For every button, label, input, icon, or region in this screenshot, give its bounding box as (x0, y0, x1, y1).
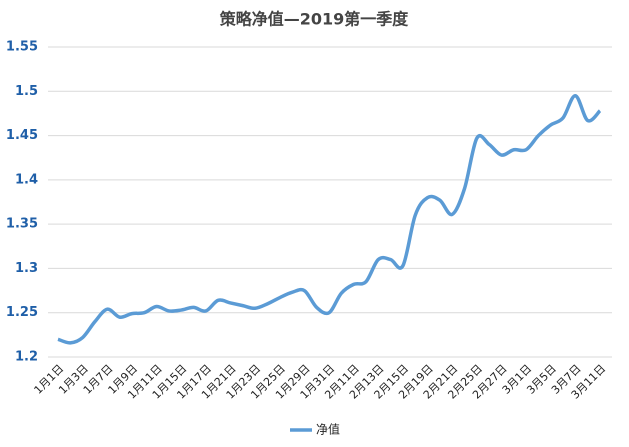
y-tick-label: 1.4 (15, 172, 38, 187)
y-tick-label: 1.45 (6, 128, 38, 143)
y-tick-label: 1.3 (15, 261, 38, 276)
y-tick-label: 1.35 (6, 217, 38, 232)
line (57, 93, 602, 345)
chart-title: 策略净值—2019第一季度 (219, 10, 410, 29)
y-tick-label: 1.2 (15, 350, 38, 365)
y-tick-label: 1.25 (6, 305, 38, 320)
y-tick-label: 1.55 (6, 40, 38, 55)
y-tick-label: 1.5 (15, 84, 38, 99)
legend-label: 净值 (316, 422, 340, 437)
